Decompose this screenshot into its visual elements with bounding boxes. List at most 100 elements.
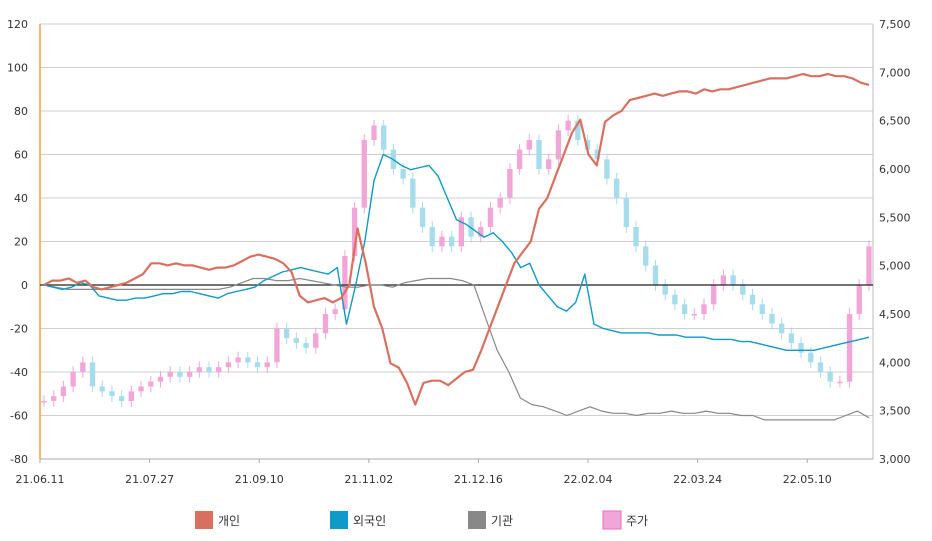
price-candle-84: [856, 285, 862, 314]
price-candle-39: [419, 207, 426, 227]
price-candle-14: [177, 372, 183, 377]
price-candle-54: [565, 120, 571, 131]
left-tick-label-8: 80: [14, 105, 28, 118]
price-candle-32: [351, 207, 358, 256]
price-candle-37: [400, 169, 406, 179]
x-tick-label-0: 21.06.11: [16, 473, 65, 486]
legend-label-individual: 개인: [218, 514, 240, 528]
price-candle-66: [681, 304, 688, 314]
legend-swatch-institution: [468, 511, 486, 529]
price-candle-51: [536, 140, 542, 169]
price-candle-45: [478, 227, 484, 237]
right-tick-label-8: 7,000: [879, 66, 911, 79]
right-tick-label-6: 6,000: [879, 163, 911, 176]
price-candle-46: [487, 207, 494, 227]
left-tick-label-6: 40: [14, 192, 28, 205]
right-tick-label-2: 4,000: [879, 356, 911, 369]
left-tick-label-1: -60: [10, 410, 28, 423]
price-candle-53: [555, 130, 562, 160]
price-candle-58: [604, 159, 610, 179]
price-candle-6: [99, 386, 105, 392]
x-tick-label-4: 21.12.16: [454, 473, 503, 486]
price-candle-59: [613, 178, 620, 198]
price-candle-68: [701, 304, 707, 314]
price-candle-20: [235, 357, 241, 363]
price-candle-43: [458, 217, 465, 247]
price-candle-2: [60, 386, 67, 397]
price-candle-19: [225, 362, 232, 368]
legend-label-foreign: 외국인: [353, 514, 386, 528]
x-tick-label-7: 22.05.10: [783, 473, 832, 486]
price-candle-61: [633, 227, 639, 247]
series-line-individual: [43, 72, 870, 406]
price-candle-3: [70, 372, 76, 387]
x-tick-label-3: 21.11.02: [344, 473, 393, 486]
price-candle-56: [584, 140, 591, 150]
price-candle-15: [186, 372, 193, 377]
legend-label-price: 주가: [626, 514, 648, 528]
price-candle-55: [575, 120, 581, 140]
price-candle-47: [497, 198, 503, 208]
price-candle-33: [361, 140, 367, 208]
right-tick-label-9: 7,500: [879, 18, 911, 31]
price-candle-8: [118, 396, 125, 401]
left-tick-label-0: -80: [10, 453, 28, 466]
price-candle-44: [468, 217, 474, 237]
price-candle-75: [769, 314, 775, 324]
price-candle-69: [711, 285, 717, 305]
price-candle-13: [167, 372, 173, 377]
price-candle-26: [293, 338, 300, 343]
price-candle-9: [128, 391, 135, 401]
price-candle-71: [730, 275, 736, 285]
right-tick-label-1: 3,500: [879, 405, 911, 418]
right-tick-label-3: 4,500: [879, 308, 911, 321]
x-tick-label-1: 21.07.27: [125, 473, 174, 486]
left-tick-label-3: -20: [10, 323, 28, 336]
price-candle-77: [788, 333, 795, 343]
right-tick-label-7: 6,500: [879, 115, 911, 128]
series-line-foreign: [43, 153, 870, 351]
price-candle-23: [264, 362, 270, 368]
legend-swatch-foreign: [330, 511, 348, 529]
price-candle-48: [507, 169, 513, 198]
price-candle-11: [148, 381, 154, 387]
price-candle-28: [313, 333, 319, 348]
price-candle-22: [254, 362, 261, 368]
price-candle-34: [371, 125, 377, 140]
price-candle-27: [303, 343, 309, 348]
price-candle-50: [526, 140, 532, 150]
left-tick-label-2: -40: [10, 366, 28, 379]
price-candle-21: [245, 357, 251, 363]
price-candle-5: [89, 362, 96, 387]
price-candle-82: [837, 381, 843, 384]
price-candle-30: [332, 309, 338, 314]
price-candle-4: [80, 362, 86, 372]
price-candle-7: [109, 391, 115, 397]
price-candle-64: [662, 285, 668, 295]
left-tick-label-9: 100: [7, 62, 28, 75]
price-candle-42: [448, 236, 455, 247]
price-candle-65: [672, 294, 678, 305]
price-candle-70: [720, 275, 727, 285]
price-candle-35: [381, 125, 387, 150]
price-candle-29: [322, 314, 329, 334]
price-candle-52: [546, 159, 552, 169]
price-candle-1: [51, 396, 57, 401]
series-line-institution: [43, 277, 870, 421]
legend-swatch-individual: [195, 511, 213, 529]
price-candle-67: [691, 314, 697, 316]
price-candle-62: [643, 246, 649, 266]
price-candle-79: [808, 352, 814, 363]
x-tick-label-5: 22.02.04: [564, 473, 613, 486]
price-candle-17: [206, 367, 212, 372]
price-candle-60: [623, 198, 630, 227]
price-candle-72: [740, 285, 746, 295]
left-tick-label-7: 60: [14, 149, 28, 162]
price-candle-73: [749, 294, 756, 305]
price-candle-16: [196, 367, 202, 372]
price-candle-38: [410, 178, 416, 208]
x-tick-label-6: 22.03.24: [673, 473, 722, 486]
price-candle-85: [866, 246, 872, 285]
price-candle-41: [439, 236, 445, 247]
